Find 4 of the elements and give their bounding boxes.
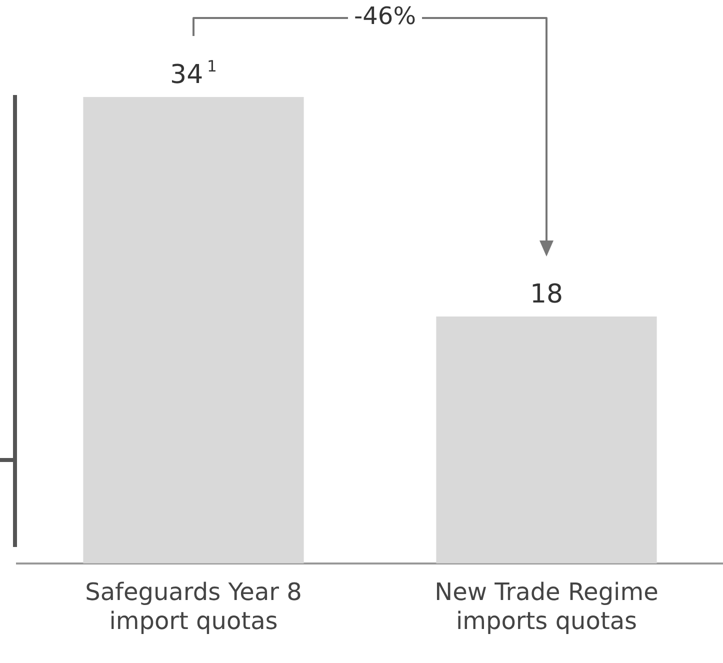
x-tick-label: Safeguards Year 8 import quotas [85, 578, 302, 635]
data-label: 18 [530, 279, 564, 310]
x-tick-label: New Trade Regime imports quotas [434, 578, 658, 635]
text: -46% [354, 2, 416, 30]
